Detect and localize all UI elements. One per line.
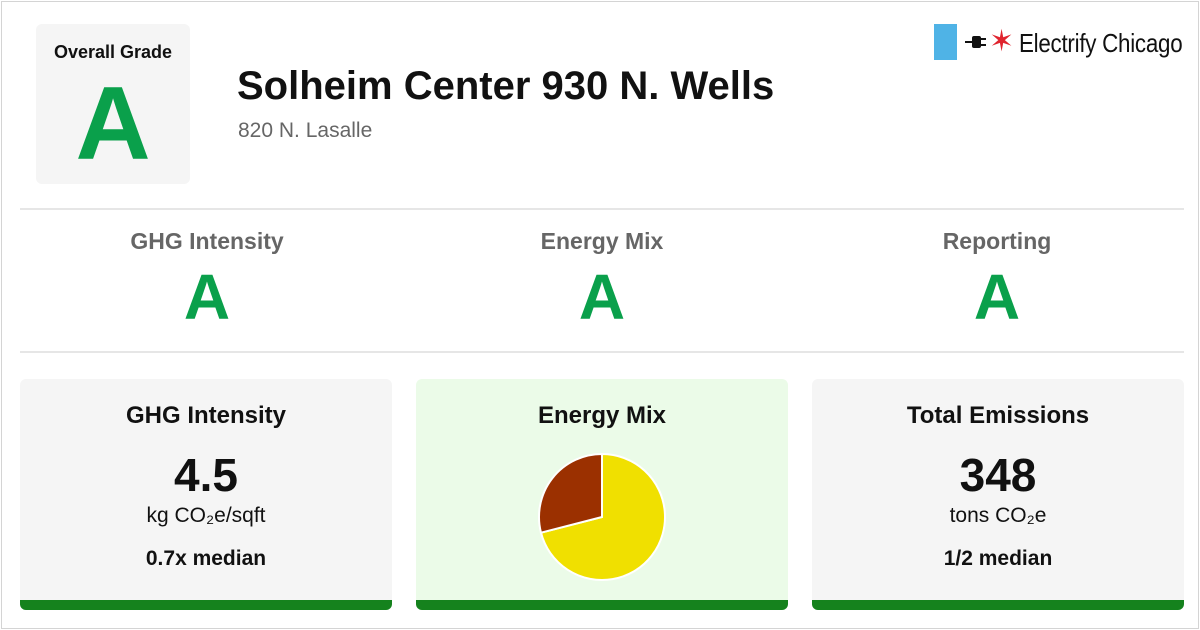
energy-mix-card: Energy Mix (416, 379, 788, 610)
divider-middle (20, 351, 1184, 353)
ghg-intensity-card: GHG Intensity 4.5 kg CO₂e/sqft 0.7x medi… (20, 379, 392, 610)
overall-grade-value: A (75, 66, 151, 182)
card-title: GHG Intensity (125, 402, 287, 429)
brand-logo: ✶ Electrify Chicago (934, 24, 1184, 60)
energy-mix-pie-chart (538, 452, 666, 581)
card-accent-bar (416, 600, 788, 610)
ghg-intensity-unit: kg CO₂e/sqft (146, 504, 266, 527)
total-emissions-card: Total Emissions 348 tons CO₂e 1/2 median (812, 379, 1184, 610)
ghg-intensity-median: 0.7x median (145, 547, 267, 570)
overall-grade-box: Overall Grade A (36, 24, 190, 184)
total-emissions-unit: tons CO₂e (949, 504, 1047, 527)
grade-value: A (973, 261, 1021, 333)
plug-icon (965, 36, 986, 48)
grade-energy-mix: Energy Mix A (412, 228, 792, 329)
grade-label: Energy Mix (540, 228, 664, 254)
grade-value: A (578, 261, 626, 333)
divider-top (20, 208, 1184, 210)
building-address: 820 N. Lasalle (238, 119, 373, 142)
overall-grade-label: Overall Grade (53, 42, 173, 62)
card-title: Energy Mix (537, 402, 667, 429)
total-emissions-median: 1/2 median (943, 547, 1053, 570)
card-accent-bar (20, 600, 392, 610)
card-accent-bar (812, 600, 1184, 610)
grade-label: GHG Intensity (130, 228, 284, 254)
card-title: Total Emissions (906, 402, 1090, 429)
brand-name: Electrify Chicago (1019, 28, 1183, 58)
grade-ghg-intensity: GHG Intensity A (17, 228, 397, 329)
grade-reporting: Reporting A (807, 228, 1187, 329)
pie-slice-1 (538, 452, 603, 534)
flag-icon (934, 24, 957, 60)
grade-label: Reporting (942, 228, 1052, 254)
total-emissions-value: 348 (959, 449, 1037, 501)
building-name: Solheim Center 930 N. Wells (237, 64, 775, 108)
grade-value: A (183, 261, 231, 333)
star-icon: ✶ (989, 25, 1015, 58)
ghg-intensity-value: 4.5 (174, 449, 238, 501)
